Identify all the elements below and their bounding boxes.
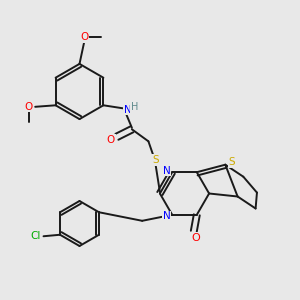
Text: N: N [163,211,171,221]
Text: N: N [163,166,171,176]
Text: N: N [124,105,131,115]
Text: O: O [191,233,200,243]
Text: O: O [25,102,33,112]
Text: S: S [152,155,159,165]
Text: H: H [130,102,138,112]
Text: Cl: Cl [30,231,40,241]
Text: O: O [107,135,115,145]
Text: S: S [229,157,235,167]
Text: O: O [80,32,88,42]
